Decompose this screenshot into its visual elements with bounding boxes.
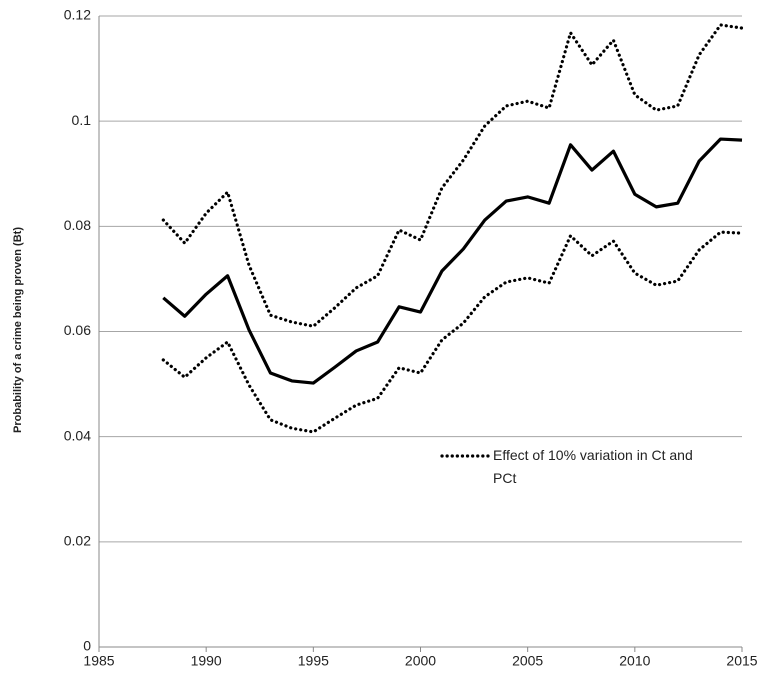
line-series [161,23,744,328]
y-tick-label: 0.12 [64,7,91,23]
x-tick-label: 1985 [83,653,114,669]
y-axis-label: Probability of a crime being proven (Bt) [12,227,24,433]
y-tick-label: 0.08 [64,217,91,233]
line-series [162,137,743,385]
x-tick-label: 1995 [298,653,329,669]
y-tick-label: 0 [83,638,91,654]
y-tick-label: 0.02 [64,533,91,549]
legend-entry: Effect of 10% variation in Ct and PCt [493,447,693,486]
line-series [161,230,744,434]
x-tick-label: 1990 [191,653,222,669]
x-tick-label: 2005 [512,653,543,669]
y-tick-label: 0.04 [64,427,91,443]
x-tick-label: 2000 [405,653,436,669]
y-tick-label: 0.1 [72,112,92,128]
x-tick-label: 2015 [726,653,757,669]
y-tick-label: 0.06 [64,322,91,338]
legend-label: Effect of 10% variation in Ct and PCt [493,447,693,486]
x-tick-label: 2010 [619,653,650,669]
